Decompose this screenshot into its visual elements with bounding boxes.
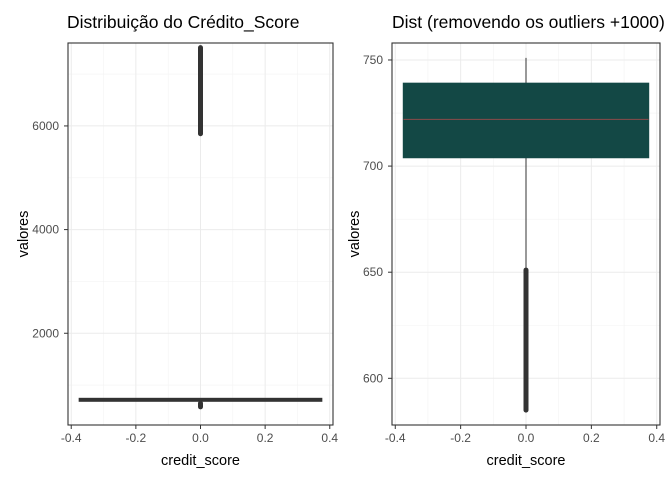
chart-title: Distribuição do Crédito_Score: [67, 12, 299, 33]
x-tick-label: -0.4: [385, 431, 406, 445]
panel-1: 2000 4000 6000 -0.4 -0.2 0.0 0.2 0.4 Distribuiçã…: [16, 12, 338, 469]
x-tick-label: -0.2: [126, 431, 147, 445]
y-tick-label: 700: [363, 159, 383, 173]
y-tick-label: 2000: [32, 326, 59, 340]
x-tick-label: 0.0: [192, 431, 209, 445]
x-tick-label: -0.2: [450, 431, 471, 445]
x-tick-label: 0.2: [257, 431, 274, 445]
panel-2: 600 650 700 750 -0.4 -0.2 0.0 0.2 0.4 Dist (remov…: [347, 12, 665, 469]
y-axis-title: valores: [16, 211, 32, 258]
x-tick-label: 0.2: [583, 431, 600, 445]
y-tick-label: 6000: [32, 119, 59, 133]
x-tick-label: 0.0: [518, 431, 535, 445]
x-tick-label: 0.4: [648, 431, 665, 445]
x-tick-label: -0.4: [61, 431, 82, 445]
x-axis-title: credit_score: [487, 453, 566, 469]
y-tick-label: 750: [363, 53, 383, 67]
y-axis-title: valores: [347, 211, 363, 258]
chart-title: Dist (removendo os outliers +1000): [392, 12, 665, 32]
y-tick-label: 650: [363, 265, 383, 279]
y-tick-label: 4000: [32, 223, 59, 237]
y-tick-label: 600: [363, 371, 383, 385]
x-tick-label: 0.4: [321, 431, 338, 445]
box: [402, 82, 650, 159]
x-axis-title: credit_score: [161, 453, 240, 469]
